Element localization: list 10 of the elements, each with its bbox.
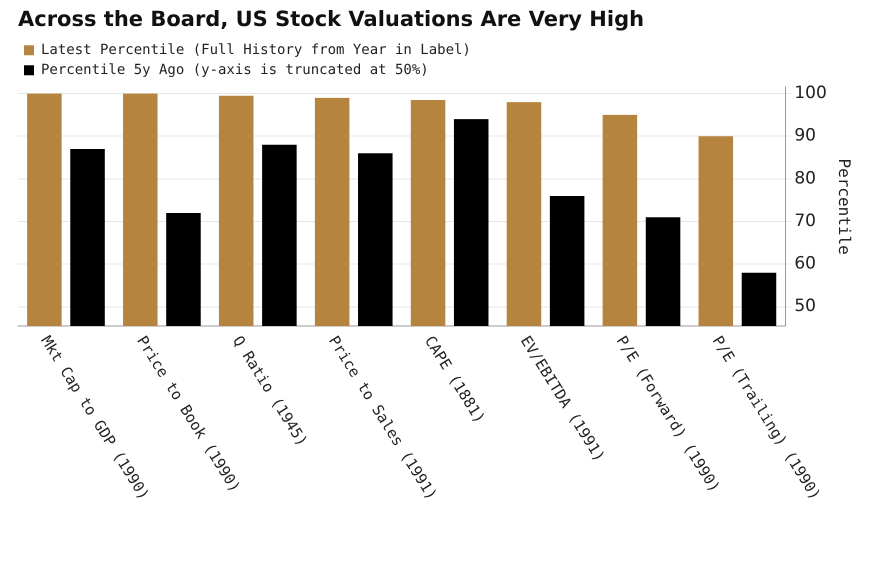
legend-label: Percentile 5y Ago (y-axis is truncated at 50%): [41, 62, 429, 78]
y-tick-label: 70: [794, 210, 816, 231]
legend-label: Latest Percentile (Full History from Year in Label): [41, 42, 471, 58]
chart-title: Across the Board, US Stock Valuations Are Very High: [18, 7, 644, 32]
y-tick-label: 60: [794, 254, 816, 274]
y-tick-label: 80: [794, 168, 816, 188]
y-tick-label: 90: [794, 126, 816, 146]
y-tick-label: 100: [794, 83, 827, 104]
y-tick-label: 50: [794, 296, 816, 316]
y-axis-title: Percentile: [835, 158, 854, 255]
